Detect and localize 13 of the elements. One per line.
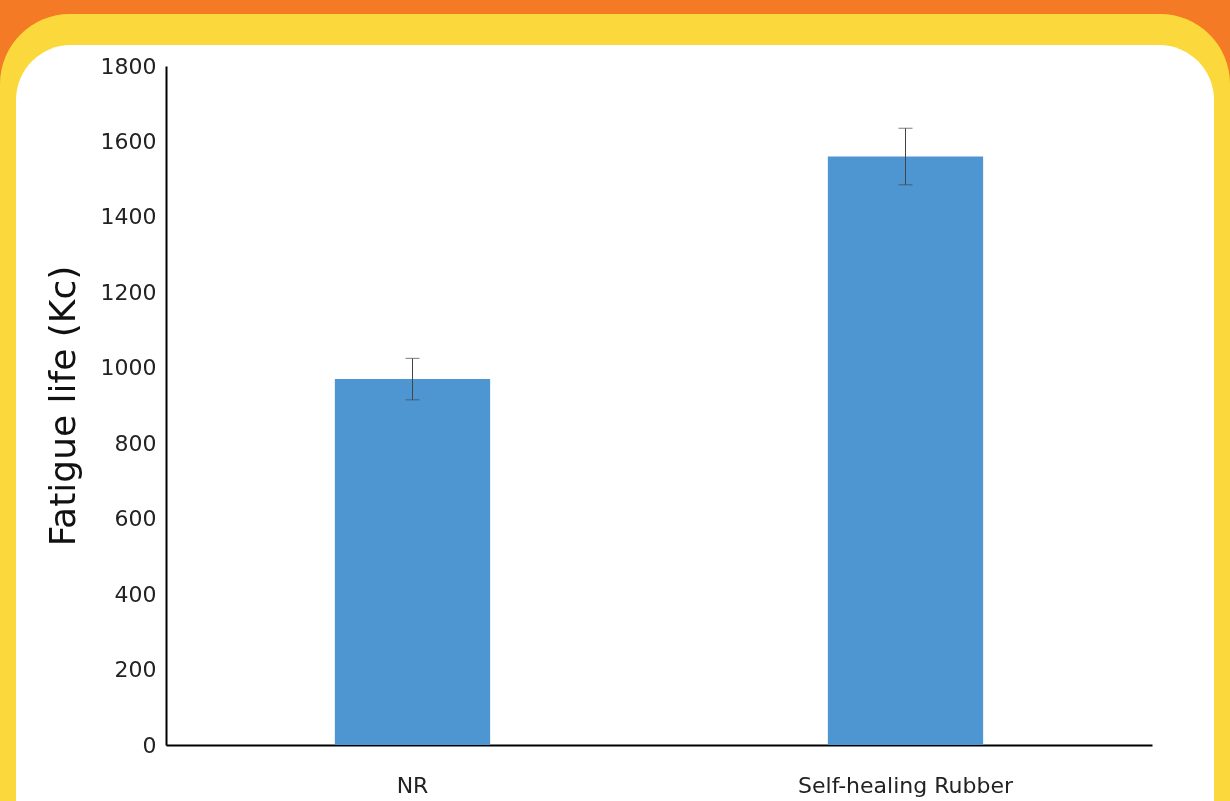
y-tick-label: 1600	[100, 128, 157, 154]
y-tick-label: 1400	[100, 204, 157, 230]
y-tick-label: 1000	[100, 355, 157, 381]
y-tick-label: 1800	[100, 53, 157, 79]
x-tick-label: Self-healing Rubber	[798, 772, 1014, 798]
y-axis-title: Fatigue life (Kc)	[41, 265, 83, 547]
y-tick-label: 800	[114, 430, 157, 456]
x-tick-label: NR	[396, 772, 429, 798]
y-tick-label: 1200	[100, 279, 157, 305]
y-tick-label: 400	[114, 581, 157, 607]
y-tick-label: 200	[114, 657, 157, 683]
y-tick-label: 0	[142, 732, 157, 758]
y-tick-label: 600	[114, 506, 157, 532]
